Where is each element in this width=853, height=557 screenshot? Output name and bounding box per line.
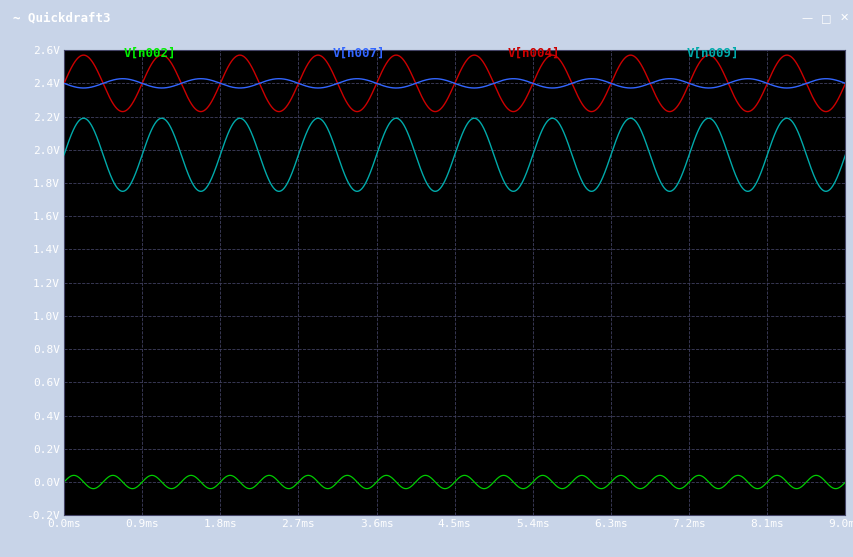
Text: V[n007]: V[n007] bbox=[332, 46, 385, 60]
Text: V[n004]: V[n004] bbox=[507, 46, 560, 60]
Text: V[n002]: V[n002] bbox=[123, 46, 176, 60]
Text: □: □ bbox=[820, 13, 830, 23]
Text: ~ Quickdraft3: ~ Quickdraft3 bbox=[13, 12, 110, 25]
Text: —: — bbox=[800, 13, 812, 23]
Text: ✕: ✕ bbox=[839, 13, 848, 23]
Text: V[n009]: V[n009] bbox=[686, 46, 739, 60]
